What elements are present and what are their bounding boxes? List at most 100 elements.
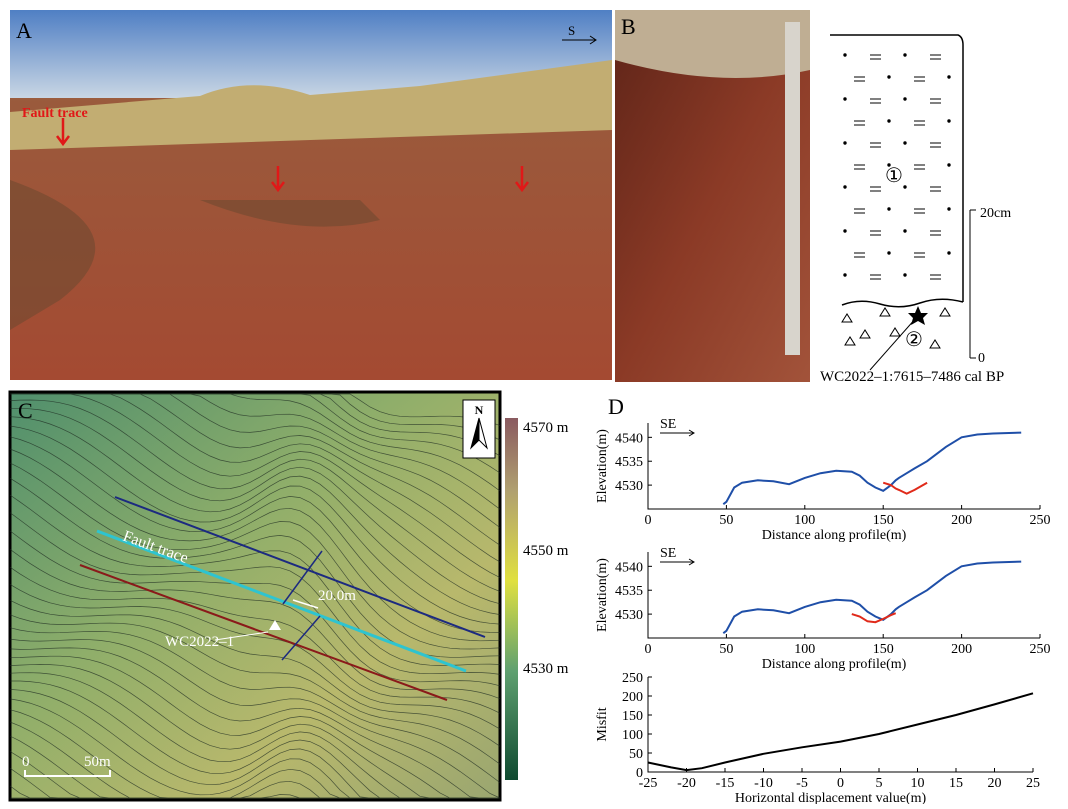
symbol-triangle: [842, 314, 852, 322]
symbol-dash: [930, 99, 941, 103]
unit-label: ①: [885, 165, 903, 187]
panel-a: A S Fault trace: [10, 10, 612, 380]
symbol-dot: [888, 76, 890, 78]
x-tick-label: 0: [837, 776, 844, 791]
x-axis-label: Distance along profile(m): [762, 657, 907, 672]
x-tick-label: 10: [911, 776, 925, 791]
y-tick-label: 4530: [615, 608, 643, 623]
scale-label: 50m: [84, 754, 111, 770]
panel-c: C N 4570 m 4550 m 4530 m Fault trace 20.…: [10, 392, 569, 800]
symbol-dot: [904, 274, 906, 276]
y-tick-label: 4530: [615, 479, 643, 494]
symbol-dot: [844, 274, 846, 276]
symbol-dash: [914, 77, 925, 81]
y-tick-label: 4535: [615, 584, 643, 599]
symbol-dash: [854, 165, 865, 169]
y-tick-label: 4540: [615, 431, 643, 446]
colorbar-label: 4550 m: [523, 543, 569, 559]
direction: S: [568, 23, 575, 38]
panel-b: B ① ② 20cm 0 WC2022–1:7615–7486 cal BP: [615, 10, 1011, 385]
scale-label: 0: [22, 754, 30, 770]
symbol-dash: [914, 165, 925, 169]
symbol-dash: [930, 55, 941, 59]
series-line: [723, 433, 1021, 505]
color-bar: [505, 418, 518, 780]
symbol-dash: [854, 209, 865, 213]
symbol-triangle: [880, 308, 890, 316]
offset-label: 20.0m: [318, 588, 356, 604]
y-axis-label: Elevation(m): [595, 558, 610, 632]
x-tick-label: 150: [873, 513, 894, 528]
x-tick-label: 150: [873, 642, 894, 657]
y-axis-label: Elevation(m): [595, 429, 610, 503]
symbol-dot: [904, 98, 906, 100]
symbol-dot: [948, 76, 950, 78]
series-line: [648, 693, 1033, 770]
colorbar-label: 4570 m: [523, 420, 569, 436]
y-tick-label: 250: [622, 671, 643, 686]
y-tick-label: 150: [622, 709, 643, 724]
symbol-dot: [888, 120, 890, 122]
symbol-dot: [844, 54, 846, 56]
annotation: Fault trace: [22, 106, 88, 121]
x-tick-label: 50: [719, 513, 733, 528]
symbol-dash: [870, 187, 881, 191]
y-tick-label: 50: [629, 747, 643, 762]
annotation: SE: [660, 546, 676, 561]
contact: [842, 299, 963, 307]
symbol-dash: [930, 275, 941, 279]
series-line: [883, 483, 927, 494]
x-tick-label: 250: [1030, 642, 1051, 657]
x-tick-label: -20: [677, 776, 696, 791]
x-tick-label: -5: [796, 776, 808, 791]
symbol-dash: [870, 55, 881, 59]
x-axis-label: Distance along profile(m): [762, 528, 907, 543]
symbol-dash: [870, 143, 881, 147]
x-tick-label: 200: [951, 513, 972, 528]
symbol-dot: [948, 164, 950, 166]
x-tick-label: 100: [794, 642, 815, 657]
y-tick-label: 0: [636, 766, 643, 781]
scale-bar: [970, 210, 976, 358]
symbol-dot: [904, 230, 906, 232]
symbol-triangle: [845, 337, 855, 345]
axis: [648, 552, 1040, 638]
symbol-dot: [844, 186, 846, 188]
axis: [648, 423, 1040, 509]
x-tick-label: 0: [645, 642, 652, 657]
symbol-dash: [854, 253, 865, 257]
panel-label: C: [18, 398, 33, 423]
symbol-triangle: [860, 330, 870, 338]
map: [10, 392, 500, 800]
x-tick-label: 0: [645, 513, 652, 528]
symbol-dot: [904, 54, 906, 56]
x-tick-label: 50: [719, 642, 733, 657]
symbol-dash: [930, 231, 941, 235]
sample-star: [908, 306, 928, 325]
north-label: N: [475, 403, 484, 417]
symbol-dot: [844, 230, 846, 232]
symbol-dash: [854, 77, 865, 81]
symbol-dash: [914, 209, 925, 213]
symbol-dot: [888, 252, 890, 254]
x-tick-label: -15: [716, 776, 735, 791]
panel-label: B: [621, 14, 636, 39]
symbol-triangle: [890, 328, 900, 336]
annotation: SE: [660, 417, 676, 432]
sample-label: WC2022–1:7615–7486 cal BP: [820, 369, 1004, 385]
x-tick-label: 200: [951, 642, 972, 657]
axis: [648, 677, 1033, 772]
symbol-dash: [870, 231, 881, 235]
symbol-triangle: [940, 308, 950, 316]
symbol-dash: [914, 121, 925, 125]
symbol-dash: [914, 253, 925, 257]
y-tick-label: 4535: [615, 455, 643, 470]
y-tick-label: 200: [622, 690, 643, 705]
panel-label: A: [16, 18, 32, 43]
colorbar-label: 4530 m: [523, 661, 569, 677]
panel-label: D: [608, 394, 624, 419]
symbol-dot: [904, 186, 906, 188]
x-tick-label: 15: [949, 776, 963, 791]
symbol-dot: [888, 208, 890, 210]
y-tick-label: 4540: [615, 560, 643, 575]
